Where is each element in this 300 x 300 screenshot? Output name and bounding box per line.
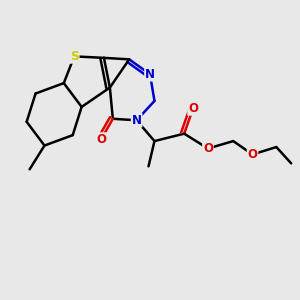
Text: O: O [248,148,257,161]
Text: N: N [145,68,155,81]
Text: S: S [70,50,79,63]
Text: N: N [132,114,142,127]
Text: O: O [188,102,198,115]
Text: O: O [96,133,106,146]
Text: O: O [203,142,213,155]
